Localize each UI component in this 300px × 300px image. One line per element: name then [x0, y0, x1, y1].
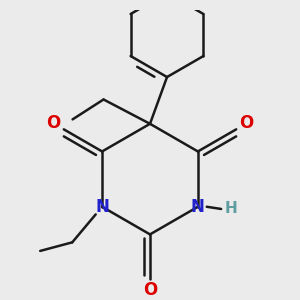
Text: O: O — [240, 114, 254, 132]
Text: N: N — [191, 198, 205, 216]
Text: N: N — [95, 198, 109, 216]
Text: H: H — [225, 202, 237, 217]
Text: O: O — [46, 114, 60, 132]
Text: O: O — [143, 281, 157, 299]
